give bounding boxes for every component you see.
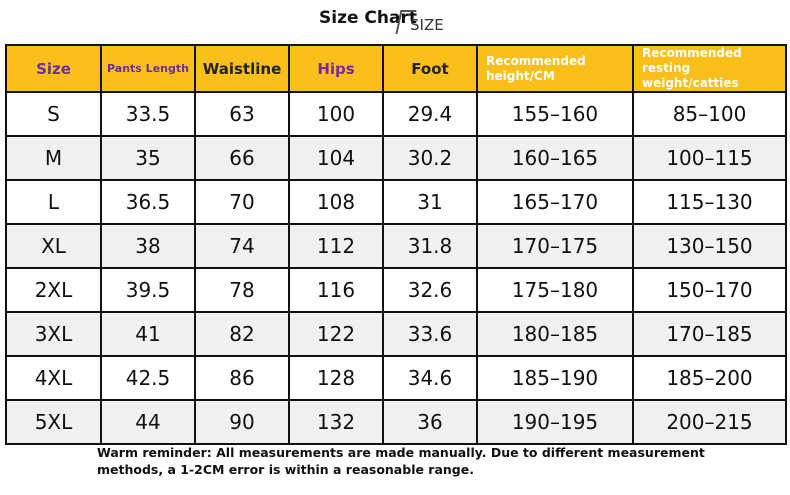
table-row: 2XL 39.5 78 116 32.6 175–180 150–170 <box>5 267 787 313</box>
column-header: Recommended resting weight/catties <box>632 44 787 93</box>
table-cell: 74 <box>194 223 290 269</box>
column-header: Hips <box>288 44 384 93</box>
table-cell: 70 <box>194 179 290 225</box>
column-header: Recommended height/CM <box>476 44 634 93</box>
table-cell: 116 <box>288 267 384 313</box>
table-cell: 32.6 <box>382 267 478 313</box>
table-cell: 66 <box>194 135 290 181</box>
table-row: 4XL 42.5 86 128 34.6 185–190 185–200 <box>5 355 787 401</box>
table-row: M 35 66 104 30.2 160–165 100–115 <box>5 135 787 181</box>
table-cell: 185–190 <box>476 355 634 401</box>
column-header: Size <box>5 44 102 93</box>
table-cell: 33.5 <box>100 91 196 137</box>
table-cell: 185–200 <box>632 355 787 401</box>
size-table: Size Pants Length Waistline Hips Foot Recomme… <box>5 44 787 445</box>
table-cell: 108 <box>288 179 384 225</box>
footer-note: Warm reminder: All measurements are made… <box>97 445 705 477</box>
table-cell: 200–215 <box>632 399 787 445</box>
table-cell: 122 <box>288 311 384 357</box>
table-cell: 180–185 <box>476 311 634 357</box>
table-cell: XL <box>5 223 102 269</box>
title: Size Chart <box>319 8 417 28</box>
table-cell: 4XL <box>5 355 102 401</box>
table-cell: 3XL <box>5 311 102 357</box>
table-cell: 100–115 <box>632 135 787 181</box>
table-cell: 130–150 <box>632 223 787 269</box>
table-row: 3XL 41 82 122 33.6 180–185 170–185 <box>5 311 787 357</box>
table-cell: 78 <box>194 267 290 313</box>
table-cell: 38 <box>100 223 196 269</box>
table-cell: 63 <box>194 91 290 137</box>
table-row: L 36.5 70 108 31 165–170 115–130 <box>5 179 787 225</box>
table-row: XL 38 74 112 31.8 170–175 130–150 <box>5 223 787 269</box>
table-cell: 132 <box>288 399 384 445</box>
column-header: Pants Length <box>100 44 196 93</box>
table-cell: 175–180 <box>476 267 634 313</box>
table-cell: 128 <box>288 355 384 401</box>
table-cell: 36.5 <box>100 179 196 225</box>
table-cell: 100 <box>288 91 384 137</box>
table-cell: 112 <box>288 223 384 269</box>
table-cell: 35 <box>100 135 196 181</box>
table-cell: 155–160 <box>476 91 634 137</box>
table-cell: 90 <box>194 399 290 445</box>
table-cell: 42.5 <box>100 355 196 401</box>
table-cell: 2XL <box>5 267 102 313</box>
table-cell: 29.4 <box>382 91 478 137</box>
table-cell: 170–185 <box>632 311 787 357</box>
table-cell: S <box>5 91 102 137</box>
header-row: Size Pants Length Waistline Hips Foot Recomme… <box>5 44 787 93</box>
table-cell: 31 <box>382 179 478 225</box>
table-cell: 31.8 <box>382 223 478 269</box>
table-cell: 39.5 <box>100 267 196 313</box>
table-cell: 165–170 <box>476 179 634 225</box>
table-row: S 33.5 63 100 29.4 155–160 85–100 <box>5 91 787 137</box>
column-header: Foot <box>382 44 478 93</box>
table-cell: 34.6 <box>382 355 478 401</box>
logo: SIZE <box>410 16 444 34</box>
table-cell: M <box>5 135 102 181</box>
table-row: 5XL 44 90 132 36 190–195 200–215 <box>5 399 787 445</box>
table-cell: 36 <box>382 399 478 445</box>
table-cell: 5XL <box>5 399 102 445</box>
table-cell: L <box>5 179 102 225</box>
table-cell: 44 <box>100 399 196 445</box>
table-cell: 86 <box>194 355 290 401</box>
table-cell: 41 <box>100 311 196 357</box>
table-cell: 150–170 <box>632 267 787 313</box>
table-cell: 82 <box>194 311 290 357</box>
table-cell: 115–130 <box>632 179 787 225</box>
table-cell: 170–175 <box>476 223 634 269</box>
table-cell: 104 <box>288 135 384 181</box>
table-cell: 33.6 <box>382 311 478 357</box>
table-cell: 85–100 <box>632 91 787 137</box>
table-cell: 160–165 <box>476 135 634 181</box>
table-body: S 33.5 63 100 29.4 155–160 85–100 M 35 66 104 30.2 1… <box>5 91 787 445</box>
column-header: Waistline <box>194 44 290 93</box>
table-cell: 30.2 <box>382 135 478 181</box>
table-cell: 190–195 <box>476 399 634 445</box>
